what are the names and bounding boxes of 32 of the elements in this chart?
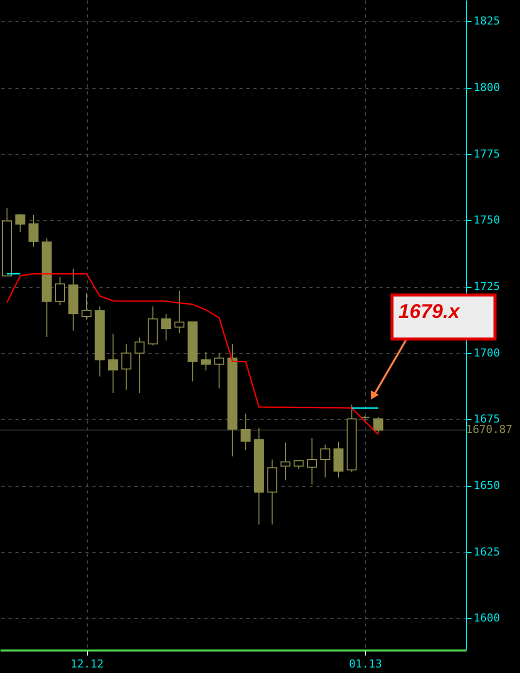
y-tick-label: 1750	[474, 214, 500, 227]
candlestick	[82, 292, 92, 320]
candlestick	[373, 416, 384, 434]
y-tick-label: 1625	[474, 545, 500, 558]
candlestick	[280, 442, 290, 481]
y-tick-label: 1775	[474, 147, 500, 160]
y-tick-label: 1600	[474, 612, 500, 625]
candlestick	[200, 351, 211, 371]
y-tick-label: 1700	[474, 346, 500, 360]
candlestick	[214, 352, 224, 389]
candlestick	[333, 441, 344, 478]
line-series	[6, 273, 379, 436]
candlestick	[306, 438, 317, 485]
x-tick-label: 01.13	[348, 658, 382, 670]
y-tick-label: 1725	[474, 280, 500, 294]
y-tick-label: 1800	[474, 81, 500, 94]
candlestick	[240, 413, 251, 451]
candlestick	[15, 213, 26, 232]
text: 1679.x	[398, 301, 460, 323]
candlestick	[320, 444, 330, 478]
candlestick	[55, 276, 66, 306]
candlestick	[121, 343, 132, 390]
y-tick-label: 1825	[474, 14, 500, 28]
y-tick-label: 1650	[474, 479, 500, 492]
candlestick	[28, 214, 39, 248]
candlestick	[134, 336, 145, 394]
x-tick-label: 12.12	[70, 658, 104, 670]
y-tick-label: 1675	[474, 412, 500, 426]
candlestick	[161, 313, 172, 341]
candlestick	[174, 290, 184, 334]
ref-line-label: 1670.87	[466, 423, 512, 436]
candlestick	[108, 333, 118, 394]
